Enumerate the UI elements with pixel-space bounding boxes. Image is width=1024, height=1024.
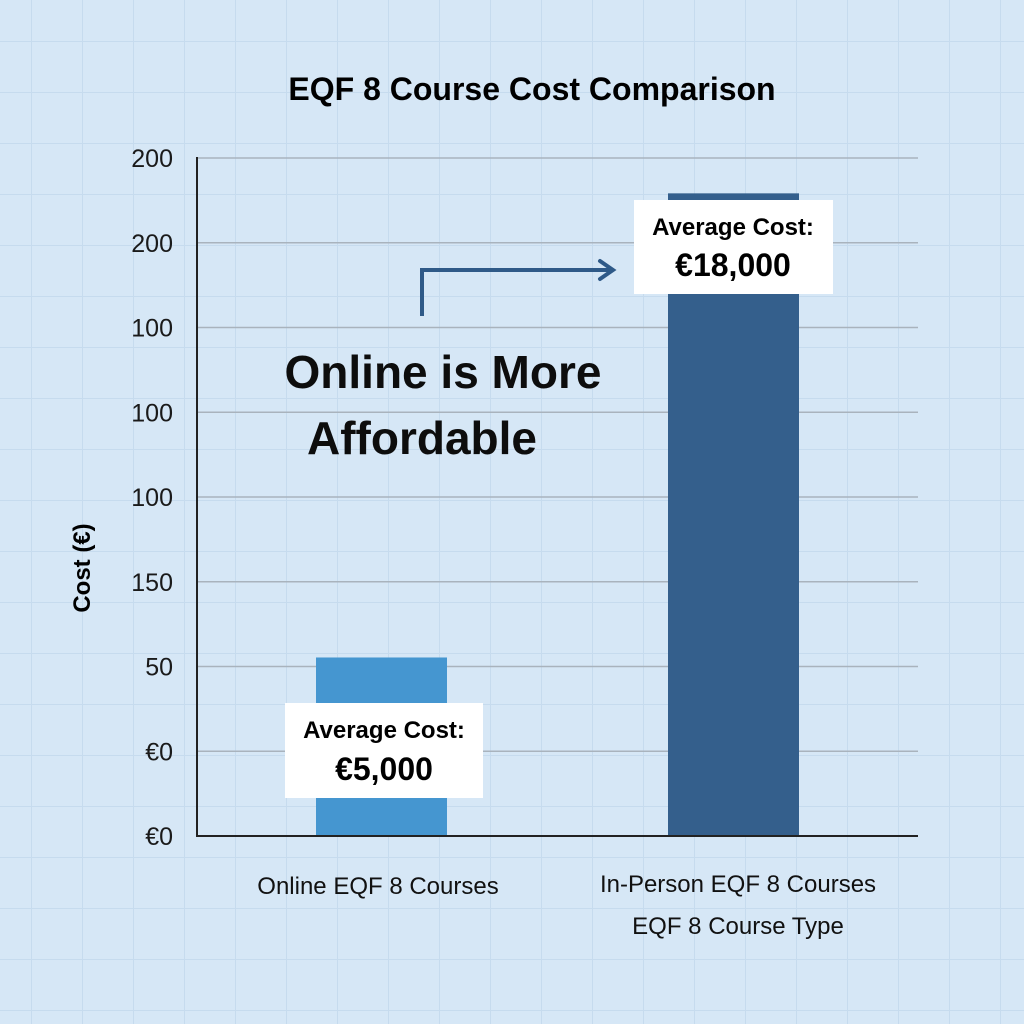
arrow-head-icon [598, 259, 617, 281]
bar-in-person [668, 193, 799, 837]
y-tick-label: 100 [131, 399, 173, 427]
data-label-line-1: Average Cost: [652, 214, 814, 241]
bars [316, 193, 799, 837]
y-tick-label: 50 [145, 654, 173, 682]
data-label-online: Average Cost: €5,000 [285, 703, 483, 798]
y-tick-label: €0 [145, 823, 173, 851]
chart-title: EQF 8 Course Cost Comparison [288, 71, 775, 107]
data-label-in-person: Average Cost: €18,000 [634, 200, 833, 294]
y-tick-label: 150 [131, 569, 173, 597]
y-tick-labels: 200 200 100 100 100 150 50 €0 €0 [131, 145, 173, 851]
y-tick-label: 200 [131, 230, 173, 258]
x-tick-label-online: Online EQF 8 Courses [257, 873, 498, 900]
y-axis-label: Cost (€) [69, 523, 96, 612]
y-tick-label: 100 [131, 315, 173, 343]
annotation-line-1: Online is More [285, 346, 602, 398]
y-tick-label: €0 [145, 738, 173, 766]
annotation-line-2: Affordable [307, 412, 537, 464]
data-label-value: €5,000 [335, 751, 433, 787]
y-tick-label: 100 [131, 484, 173, 512]
data-label-value: €18,000 [675, 247, 791, 283]
data-label-line-1: Average Cost: [303, 717, 465, 744]
arrow-icon [420, 268, 610, 316]
y-tick-label: 200 [131, 145, 173, 173]
x-axis-label: EQF 8 Course Type [632, 913, 844, 940]
x-tick-label-in-person: In-Person EQF 8 Courses [600, 871, 876, 898]
